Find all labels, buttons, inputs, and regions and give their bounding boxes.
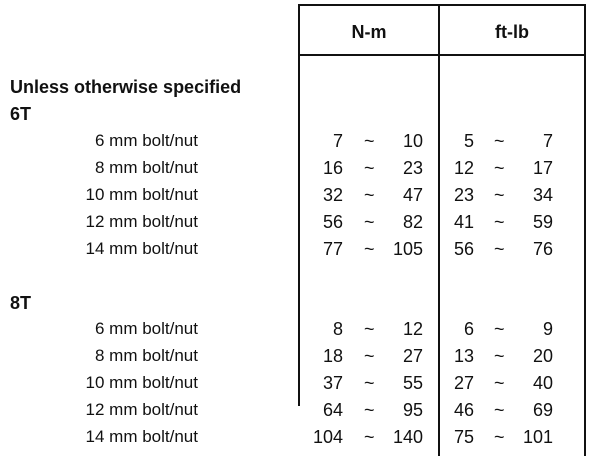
note-heading: Unless otherwise specified [10, 77, 242, 97]
ftlb-max-value: 9 [542, 319, 553, 339]
ftlb-range-symbol: ~ [494, 212, 505, 232]
nm-range-symbol: ~ [364, 400, 375, 420]
ftlb-max-value: 101 [522, 427, 553, 447]
bolt-size-label: 6 mm bolt/nut [95, 319, 198, 338]
bolt-size-label: 8 mm bolt/nut [95, 346, 198, 365]
ftlb-range-symbol: ~ [494, 427, 505, 447]
ftlb-min-value: 5 [463, 131, 474, 151]
nm-range-symbol: ~ [364, 131, 375, 151]
bolt-size-label: 14 mm bolt/nut [85, 427, 198, 446]
bolt-size-label: 12 mm bolt/nut [85, 400, 198, 419]
ftlb-min-value: 13 [453, 346, 474, 366]
nm-min-value: 37 [322, 373, 343, 393]
nm-range-symbol: ~ [364, 185, 375, 205]
table-left-rule [298, 4, 300, 406]
ftlb-min-value: 75 [453, 427, 474, 447]
ftlb-min-value: 46 [453, 400, 474, 420]
nm-min-value: 64 [322, 400, 343, 420]
ftlb-range-symbol: ~ [494, 346, 505, 366]
bolt-size-label: 10 mm bolt/nut [85, 373, 198, 392]
nm-range-symbol: ~ [364, 427, 375, 447]
table-top-rule [298, 4, 586, 6]
table-right-rule [584, 4, 586, 456]
ftlb-min-value: 23 [453, 185, 474, 205]
nm-min-value: 8 [332, 319, 343, 339]
ftlb-range-symbol: ~ [494, 239, 505, 259]
nm-max-value: 27 [402, 346, 423, 366]
nm-max-value: 82 [402, 212, 423, 232]
ftlb-range-symbol: ~ [494, 131, 505, 151]
nm-min-value: 77 [322, 239, 343, 259]
ftlb-max-value: 59 [532, 212, 553, 232]
header-bottom-rule [298, 54, 586, 56]
nm-column-header: N-m [351, 22, 387, 42]
ftlb-range-symbol: ~ [494, 185, 505, 205]
ftlb-range-symbol: ~ [494, 319, 505, 339]
bolt-size-label: 14 mm bolt/nut [85, 239, 198, 258]
ftlb-range-symbol: ~ [494, 158, 505, 178]
ftlb-min-value: 12 [453, 158, 474, 178]
ftlb-max-value: 69 [532, 400, 553, 420]
ftlb-min-value: 41 [453, 212, 474, 232]
nm-min-value: 16 [322, 158, 343, 178]
nm-min-value: 7 [332, 131, 343, 151]
nm-max-value: 95 [402, 400, 423, 420]
bolt-size-label: 12 mm bolt/nut [85, 212, 198, 231]
nm-min-value: 32 [322, 185, 343, 205]
nm-range-symbol: ~ [364, 239, 375, 259]
bolt-size-label: 8 mm bolt/nut [95, 158, 198, 177]
ftlb-max-value: 20 [532, 346, 553, 366]
nm-max-value: 23 [402, 158, 423, 178]
nm-max-value: 55 [402, 373, 423, 393]
nm-min-value: 104 [312, 427, 343, 447]
nm-max-value: 140 [392, 427, 423, 447]
nm-min-value: 56 [322, 212, 343, 232]
nm-range-symbol: ~ [364, 373, 375, 393]
ftlb-max-value: 34 [532, 185, 553, 205]
ftlb-max-value: 76 [532, 239, 553, 259]
ftlb-max-value: 7 [542, 131, 553, 151]
nm-min-value: 18 [322, 346, 343, 366]
table-middle-rule [438, 4, 440, 456]
ftlb-max-value: 17 [532, 158, 553, 178]
nm-range-symbol: ~ [364, 158, 375, 178]
ftlb-range-symbol: ~ [494, 400, 505, 420]
nm-range-symbol: ~ [364, 212, 375, 232]
nm-max-value: 10 [402, 131, 423, 151]
nm-max-value: 105 [392, 239, 423, 259]
ftlb-min-value: 56 [453, 239, 474, 259]
ftlb-min-value: 6 [463, 319, 474, 339]
bolt-size-label: 10 mm bolt/nut [85, 185, 198, 204]
nm-max-value: 47 [402, 185, 423, 205]
nm-range-symbol: ~ [364, 319, 375, 339]
ftlb-range-symbol: ~ [494, 373, 505, 393]
ftlb-max-value: 40 [532, 373, 553, 393]
grade-6t-heading: 6T [10, 104, 32, 124]
bolt-size-label: 6 mm bolt/nut [95, 131, 198, 150]
nm-range-symbol: ~ [364, 346, 375, 366]
nm-max-value: 12 [402, 319, 423, 339]
grade-8t-heading: 8T [10, 293, 32, 313]
ftlb-min-value: 27 [453, 373, 474, 393]
ftlb-column-header: ft-lb [495, 22, 529, 42]
